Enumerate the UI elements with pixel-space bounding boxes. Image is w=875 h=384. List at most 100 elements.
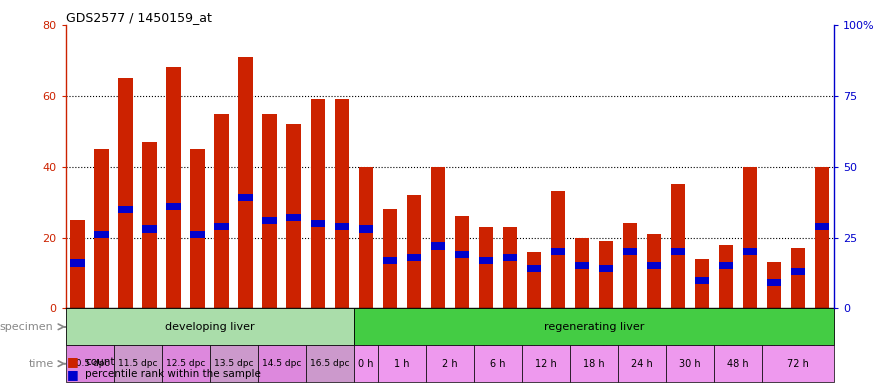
Text: 13.5 dpc: 13.5 dpc (214, 359, 254, 368)
Bar (570, 345, 618, 382)
Text: 18 h: 18 h (583, 359, 605, 369)
Bar (118, 206, 133, 213)
Bar (454, 251, 469, 258)
Bar (359, 225, 373, 233)
Bar (94, 231, 108, 238)
Bar (70, 260, 85, 266)
Bar (114, 345, 162, 382)
Text: time: time (28, 359, 53, 369)
Bar (695, 276, 709, 284)
Bar (430, 242, 445, 250)
Bar (239, 57, 253, 308)
Bar (258, 345, 305, 382)
Bar (762, 345, 834, 382)
Bar (191, 149, 205, 308)
Bar (550, 192, 565, 308)
Bar (239, 194, 253, 201)
Bar (718, 245, 733, 308)
Bar (166, 68, 181, 308)
Bar (623, 223, 637, 308)
Bar (791, 248, 805, 308)
Bar (191, 231, 205, 238)
Bar (166, 203, 181, 210)
Bar (527, 265, 541, 272)
Bar (502, 254, 517, 261)
Bar (598, 265, 613, 272)
Text: 0 h: 0 h (358, 359, 374, 369)
Bar (143, 225, 157, 233)
Bar (426, 345, 473, 382)
Text: 72 h: 72 h (787, 359, 808, 369)
Bar (766, 262, 781, 308)
Bar (66, 308, 834, 384)
Bar (670, 248, 685, 255)
Bar (311, 220, 325, 227)
Text: 12.5 dpc: 12.5 dpc (166, 359, 206, 368)
Bar (575, 238, 589, 308)
Text: 24 h: 24 h (631, 359, 653, 369)
Bar (766, 279, 781, 286)
Text: regenerating liver: regenerating liver (543, 322, 644, 332)
Text: count: count (85, 357, 115, 367)
Bar (262, 114, 276, 308)
Bar (94, 149, 108, 308)
Bar (718, 262, 733, 270)
Bar (527, 252, 541, 308)
Bar (311, 99, 325, 308)
Bar (354, 345, 378, 382)
Bar (502, 227, 517, 308)
Text: 10.5 dpc: 10.5 dpc (70, 359, 109, 368)
Bar (262, 217, 276, 224)
Text: 2 h: 2 h (442, 359, 458, 369)
Bar (647, 262, 661, 270)
Bar (407, 254, 421, 261)
Text: 1 h: 1 h (394, 359, 410, 369)
Bar (479, 257, 493, 264)
Bar (695, 259, 709, 308)
Text: ■: ■ (67, 355, 79, 368)
Bar (815, 223, 829, 230)
Bar (743, 167, 757, 308)
Bar (382, 209, 397, 308)
Bar (647, 234, 661, 308)
Bar (214, 223, 229, 230)
Bar (286, 124, 301, 308)
Bar (334, 99, 349, 308)
Text: developing liver: developing liver (164, 322, 255, 332)
Bar (162, 345, 210, 382)
Bar (618, 345, 666, 382)
Text: 11.5 dpc: 11.5 dpc (118, 359, 158, 368)
Bar (815, 167, 829, 308)
Bar (143, 142, 157, 308)
Bar (66, 345, 114, 382)
Bar (334, 223, 349, 230)
Bar (473, 345, 522, 382)
Bar (66, 308, 354, 345)
Bar (70, 220, 85, 308)
Bar (623, 248, 637, 255)
Text: 30 h: 30 h (679, 359, 701, 369)
Text: specimen: specimen (0, 322, 53, 332)
Bar (210, 345, 258, 382)
Bar (430, 167, 445, 308)
Bar (354, 308, 834, 345)
Bar (670, 184, 685, 308)
Bar (714, 345, 762, 382)
Bar (522, 345, 570, 382)
Text: GDS2577 / 1450159_at: GDS2577 / 1450159_at (66, 11, 212, 24)
Bar (359, 167, 373, 308)
Bar (214, 114, 229, 308)
Text: percentile rank within the sample: percentile rank within the sample (85, 369, 261, 379)
Text: 12 h: 12 h (535, 359, 556, 369)
Bar (407, 195, 421, 308)
Bar (575, 262, 589, 270)
Text: 14.5 dpc: 14.5 dpc (262, 359, 301, 368)
Bar (743, 248, 757, 255)
Text: ■: ■ (67, 368, 79, 381)
Bar (550, 248, 565, 255)
Text: 6 h: 6 h (490, 359, 506, 369)
Text: 16.5 dpc: 16.5 dpc (310, 359, 349, 368)
Bar (454, 216, 469, 308)
Bar (305, 345, 354, 382)
Bar (118, 78, 133, 308)
